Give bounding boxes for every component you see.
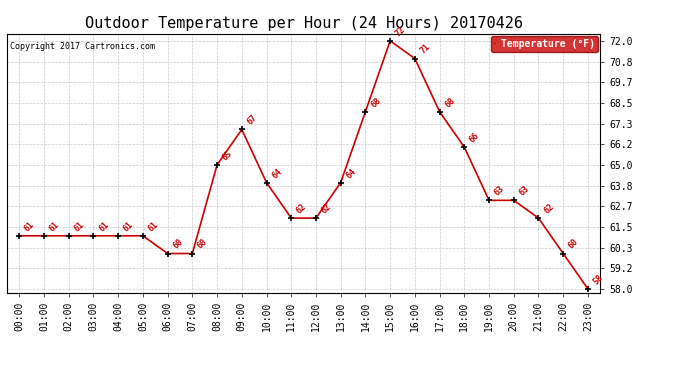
- Text: 63: 63: [493, 184, 506, 198]
- Text: 62: 62: [319, 202, 333, 215]
- Text: 61: 61: [146, 220, 160, 233]
- Text: 68: 68: [443, 96, 457, 109]
- Text: 66: 66: [468, 131, 482, 144]
- Text: 68: 68: [369, 96, 382, 109]
- Text: 60: 60: [196, 237, 210, 251]
- Text: 61: 61: [97, 220, 110, 233]
- Legend: Temperature (°F): Temperature (°F): [491, 36, 598, 51]
- Text: Copyright 2017 Cartronics.com: Copyright 2017 Cartronics.com: [10, 42, 155, 51]
- Text: 62: 62: [295, 202, 308, 215]
- Text: 67: 67: [246, 113, 259, 127]
- Text: 72: 72: [394, 25, 407, 38]
- Text: 63: 63: [518, 184, 531, 198]
- Text: 61: 61: [48, 220, 61, 233]
- Text: 65: 65: [221, 149, 234, 162]
- Text: 71: 71: [419, 42, 432, 56]
- Text: 61: 61: [122, 220, 135, 233]
- Text: 61: 61: [72, 220, 86, 233]
- Text: 58: 58: [591, 273, 605, 286]
- Text: 62: 62: [542, 202, 555, 215]
- Text: 60: 60: [567, 237, 580, 251]
- Text: 64: 64: [344, 166, 358, 180]
- Text: 60: 60: [171, 237, 185, 251]
- Text: 61: 61: [23, 220, 37, 233]
- Title: Outdoor Temperature per Hour (24 Hours) 20170426: Outdoor Temperature per Hour (24 Hours) …: [85, 16, 522, 31]
- Text: 64: 64: [270, 166, 284, 180]
